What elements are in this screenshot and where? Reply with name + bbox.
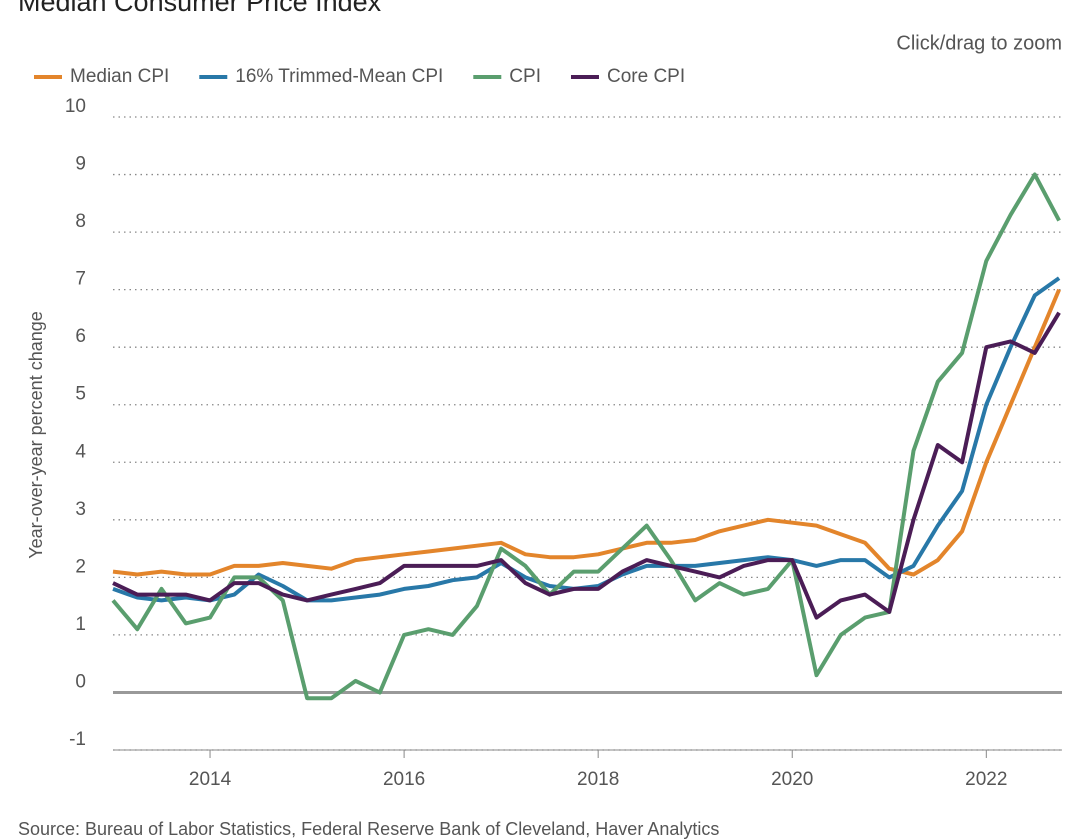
series-line [111, 172, 1061, 701]
y-tick-label: 7 [75, 269, 86, 290]
y-tick-label: 3 [75, 499, 86, 520]
x-tick-label: 2014 [189, 769, 232, 790]
series-line [112, 288, 1061, 577]
source: Source: Bureau of Labor Statistics, Fede… [18, 819, 719, 839]
legend-label[interactable]: CPI [509, 66, 541, 87]
y-tick-label: 2 [75, 556, 86, 577]
zoom-hint[interactable]: Click/drag to zoom [896, 32, 1062, 54]
legend-label[interactable]: Median CPI [70, 66, 169, 87]
y-axis-label: Year-over-year percent change [26, 311, 46, 558]
legend-label[interactable]: Core CPI [607, 66, 685, 87]
chart-title: Median Consumer Price Index [18, 0, 382, 17]
y-tick-label: 10 [65, 96, 86, 117]
y-tick-label: 8 [75, 211, 86, 232]
y-tick-label: 4 [75, 441, 86, 462]
y-tick-label: 0 [75, 671, 86, 692]
y-tick-label: 9 [75, 154, 86, 175]
x-tick-label: 2020 [771, 769, 813, 790]
x-tick-label: 2016 [383, 769, 425, 790]
y-tick-label: 5 [75, 384, 86, 405]
legend-label[interactable]: 16% Trimmed-Mean CPI [235, 66, 443, 87]
y-tick-label: 6 [75, 326, 86, 347]
x-tick-label: 2022 [965, 769, 1007, 790]
y-tick-label: 1 [75, 614, 86, 635]
y-tick-label: -1 [69, 729, 86, 750]
series-line [112, 311, 1061, 620]
x-tick-label: 2018 [577, 769, 619, 790]
